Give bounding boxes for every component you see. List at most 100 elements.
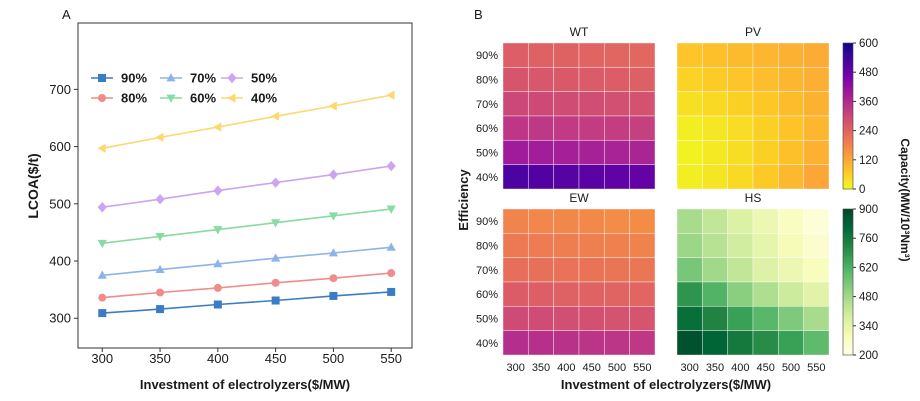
heatmap-cell bbox=[502, 91, 529, 117]
colorbar-segment bbox=[843, 57, 853, 60]
colorbar-segment bbox=[843, 299, 853, 302]
heatmap-cell bbox=[676, 208, 703, 234]
heatmap-cell bbox=[777, 305, 805, 332]
colorbar-segment bbox=[843, 173, 853, 176]
colorbar-segment bbox=[843, 69, 853, 72]
heatmap-ew: EW 90% 80% 70% 60% 50% 40% 300 350 400 450 500 550 bbox=[476, 191, 656, 374]
heatmap-cell bbox=[502, 257, 529, 283]
colorbar-segment bbox=[843, 65, 853, 68]
heatmap-cell bbox=[629, 281, 656, 307]
colorbar-segment bbox=[843, 343, 853, 346]
colorbar-segment bbox=[843, 287, 853, 290]
colorbar-segment bbox=[843, 129, 853, 132]
data-point bbox=[328, 101, 337, 111]
y-tick-label: 80% bbox=[476, 241, 498, 253]
colorbar-segment bbox=[843, 151, 853, 154]
heatmap-cell bbox=[578, 257, 605, 283]
heatmap-cell bbox=[578, 330, 605, 356]
colorbar-segment bbox=[843, 179, 853, 182]
heatmap-hs: HS 300 350 400 450 500 550 bbox=[676, 191, 830, 374]
colorbar-segment bbox=[843, 119, 853, 122]
heatmap-cell bbox=[803, 115, 830, 141]
y-tick-label: 70% bbox=[476, 265, 498, 277]
heatmap-cell bbox=[701, 42, 729, 68]
heatmap-grid: WT 90% 80% 70% 60% 50% 40% PV EW 90% 80% 70% 60% 50% 4… bbox=[476, 25, 830, 374]
heatmap-cell bbox=[727, 164, 754, 190]
legend: 90% 80% 70% 60% 50% 40% bbox=[91, 71, 277, 106]
heatmap-cell bbox=[727, 66, 754, 93]
heatmap-cell bbox=[553, 91, 580, 117]
x-axis-label: Investment of electrolyzers($/MW) bbox=[140, 377, 350, 392]
colorbar-segment bbox=[843, 55, 853, 58]
data-point bbox=[271, 219, 281, 228]
colorbar-segment bbox=[843, 295, 853, 298]
colorbar-segment bbox=[843, 75, 853, 78]
legend-marker bbox=[166, 94, 176, 103]
x-tick-label: 300 bbox=[91, 351, 113, 366]
colorbar-segment bbox=[843, 341, 853, 344]
heatmap-cell bbox=[803, 257, 830, 283]
data-point bbox=[155, 233, 165, 242]
y-tick-label: 90% bbox=[476, 216, 498, 228]
colorbar-segment bbox=[843, 121, 853, 124]
x-tick-label: 350 bbox=[149, 351, 171, 366]
colorbar-segment bbox=[843, 91, 853, 94]
heatmap-cell bbox=[777, 139, 805, 166]
colorbar-segment bbox=[843, 111, 853, 114]
colorbar-segment bbox=[843, 79, 853, 82]
colorbar-segment bbox=[843, 171, 853, 174]
legend-item: 70% bbox=[160, 71, 216, 86]
y-tick-label: 50% bbox=[476, 314, 498, 326]
colorbar-segment bbox=[843, 93, 853, 96]
series-3 bbox=[97, 205, 396, 249]
heatmap-cell bbox=[727, 232, 754, 259]
colorbar-segment bbox=[843, 131, 853, 134]
colorbar-segment bbox=[843, 233, 853, 236]
heatmap-title: PV bbox=[745, 25, 761, 39]
heatmap-cell bbox=[701, 66, 729, 93]
heatmap-cell bbox=[701, 164, 729, 190]
heatmap-cell bbox=[629, 91, 656, 117]
x-tick-label: 450 bbox=[265, 351, 287, 366]
colorbar-tick-label: 0 bbox=[859, 184, 865, 196]
colorbar-segment bbox=[843, 153, 853, 156]
colorbar-segment bbox=[843, 227, 853, 230]
colorbars: 600 480 360 240 120 0 900 760 620 480 340 200 bbox=[842, 38, 878, 362]
colorbar-segment bbox=[843, 113, 853, 116]
series-line bbox=[102, 291, 392, 314]
heatmap-cell bbox=[752, 139, 779, 166]
y-tick-label: 90% bbox=[476, 50, 498, 62]
colorbar-segment bbox=[843, 323, 853, 326]
heatmap-cell bbox=[676, 66, 703, 93]
y-tick-label: 700 bbox=[49, 82, 71, 97]
colorbar-segment bbox=[843, 309, 853, 312]
colorbar-segment bbox=[843, 61, 853, 64]
heatmap-cell bbox=[502, 281, 529, 307]
colorbar-segment bbox=[843, 261, 853, 264]
colorbar-segment bbox=[843, 303, 853, 306]
heatmap-cell bbox=[629, 164, 656, 190]
x-tick-label: 500 bbox=[608, 362, 626, 374]
heatmap-cell bbox=[553, 42, 580, 68]
colorbar-segment bbox=[843, 211, 853, 214]
colorbar-segment bbox=[843, 349, 853, 352]
legend-label: 60% bbox=[190, 91, 216, 106]
heatmap-cell bbox=[803, 281, 830, 307]
y-tick-label: 500 bbox=[49, 196, 71, 211]
colorbar-segment bbox=[843, 101, 853, 104]
colorbar-segment bbox=[843, 105, 853, 108]
legend-item: 50% bbox=[221, 71, 277, 86]
x-tick-label: 400 bbox=[207, 351, 229, 366]
heatmap-cell bbox=[629, 330, 656, 356]
x-tick-label: 500 bbox=[782, 362, 800, 374]
data-point bbox=[329, 274, 338, 283]
colorbar-segment bbox=[843, 231, 853, 234]
colorbar-tick-label: 340 bbox=[859, 321, 878, 333]
heatmap-cell bbox=[502, 139, 529, 166]
colorbar-segment bbox=[843, 115, 853, 118]
colorbar-segment bbox=[843, 163, 853, 166]
data-point bbox=[270, 111, 280, 121]
colorbar-segment bbox=[843, 247, 853, 250]
colorbar-segment bbox=[843, 245, 853, 248]
colorbar-segment bbox=[843, 71, 853, 74]
